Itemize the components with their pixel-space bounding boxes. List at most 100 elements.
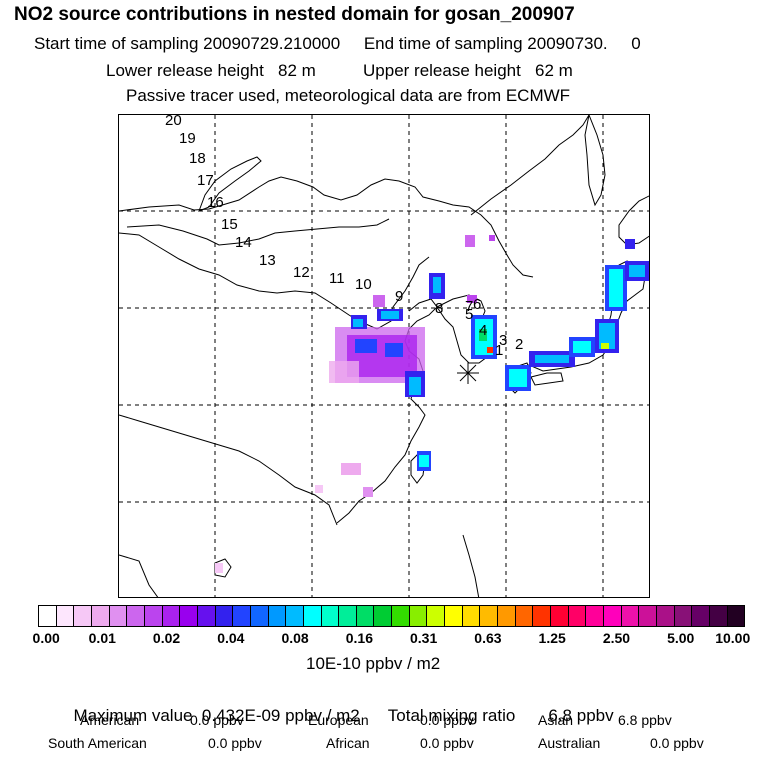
colorbar-ticks: 0.00 0.01 0.02 0.04 0.08 0.16 0.31 0.63 1.25 2.50… [0, 630, 768, 648]
japan-shikoku [530, 372, 564, 386]
traj-label-20: 20 [165, 115, 182, 129]
colorbar-tick-label: 0.63 [474, 630, 502, 646]
colorbar-tick-label: 10.00 [715, 630, 751, 646]
sakhalin [584, 115, 606, 207]
contribution-cell [467, 295, 477, 303]
contribution-cell [599, 323, 615, 349]
traj-label-4: 4 [479, 322, 487, 339]
contribution-cell [385, 343, 403, 357]
colorbar-segment [515, 606, 534, 626]
colorbar-tick-label: 0.31 [410, 630, 438, 646]
contribution-cell [353, 319, 363, 327]
colorbar-segment [692, 606, 710, 626]
colorbar-segment [727, 606, 745, 626]
hokkaido [618, 195, 649, 246]
colorbar-segment [162, 606, 181, 626]
traj-label-18: 18 [189, 150, 206, 167]
inner-border [126, 218, 390, 246]
traj-label-16: 16 [207, 194, 224, 211]
contribution-cell [465, 235, 475, 247]
colorbar-segment [39, 606, 57, 626]
traj-label-1: 1 [495, 342, 503, 359]
american-label: American [80, 712, 140, 728]
colorbar-segment [250, 606, 269, 626]
colorbar-segment [374, 606, 393, 626]
colorbar-segment [180, 606, 198, 626]
colorbar-segment [621, 606, 640, 626]
release-heights: Lower release height 82 m Upper release … [106, 61, 573, 80]
colorbar-segment [144, 606, 163, 626]
colorbar-segment [639, 606, 657, 626]
european-label: European [308, 712, 369, 728]
contribution-cell [419, 455, 429, 467]
traj-label-14: 14 [235, 234, 252, 251]
traj-label-8: 8 [435, 300, 443, 317]
asian-value: 6.8 ppbv [618, 712, 672, 728]
indochina [119, 554, 159, 597]
traj-label-6: 6 [473, 296, 481, 313]
total-mixing-ratio: Total mixing ratio 6.8 ppbv [387, 706, 614, 725]
receptor-asterisk-icon [457, 362, 479, 384]
traj-label-2: 2 [515, 336, 523, 353]
map-panel: 20 19 18 17 16 15 14 13 12 11 10 9 8 7 6… [118, 114, 650, 598]
colorbar-tick-label: 2.50 [602, 630, 631, 646]
contribution-cell [381, 311, 399, 319]
sampling-times: Start time of sampling 20090729.210000 E… [34, 34, 641, 53]
colorbar [38, 605, 745, 627]
colorbar-segment [568, 606, 587, 626]
colorbar-segment [268, 606, 287, 626]
contribution-cell [215, 563, 223, 573]
colorbar-segment [674, 606, 693, 626]
contribution-cell [625, 239, 635, 249]
colorbar-tick-label: 0.16 [345, 630, 373, 646]
colorbar-tick-label: 0.00 [32, 630, 60, 646]
colorbar-segment [462, 606, 481, 626]
colorbar-tick-label: 0.01 [88, 630, 116, 646]
map-svg: 20 19 18 17 16 15 14 13 12 11 10 9 8 7 6… [119, 115, 649, 597]
traj-label-9: 9 [395, 288, 403, 305]
contribution-cell [433, 277, 441, 293]
south-china-coast [119, 414, 338, 526]
colorbar-segment [339, 606, 357, 626]
traj-label-10: 10 [355, 276, 372, 293]
summary-max-total: Maximum value 0.432E-09 ppbv / m2 Total m… [64, 686, 614, 726]
japan-cluster [505, 239, 649, 391]
plot-title: NO2 source contributions in nested domai… [14, 4, 575, 25]
mongolia-border [119, 176, 534, 278]
african-value: 0.0 ppbv [420, 735, 474, 751]
traj-label-5: 5 [465, 306, 473, 323]
colorbar-segment [709, 606, 728, 626]
traj-label-13: 13 [259, 252, 276, 269]
contribution-cell [363, 487, 373, 497]
colorbar-segment [498, 606, 516, 626]
traj-label-19: 19 [179, 130, 196, 147]
colorbar-segment [445, 606, 463, 626]
colorbar-segment [197, 606, 216, 626]
contribution-cell [355, 339, 377, 353]
colorbar-segment [604, 606, 622, 626]
baikal-lake [198, 156, 262, 212]
european-value: 0.0 ppbv [420, 712, 474, 728]
philippines [462, 534, 480, 597]
contribution-cell [479, 329, 487, 341]
asian-label: Asian [538, 712, 574, 728]
korea-cluster [429, 235, 497, 359]
colorbar-segment [551, 606, 569, 626]
colorbar-segment [74, 606, 92, 626]
australian-label: Australian [538, 735, 601, 751]
colorbar-segment [215, 606, 234, 626]
contribution-field [215, 235, 649, 573]
colorbar-tick-label: 0.02 [152, 630, 181, 646]
colorbar-segment [356, 606, 375, 626]
contribution-cell [535, 355, 569, 363]
map-grid [119, 115, 649, 597]
contribution-cell [573, 341, 591, 353]
colorbar-segment [286, 606, 304, 626]
traj-label-7: 7 [465, 298, 473, 315]
contribution-cell [487, 347, 493, 353]
traj-label-17: 17 [197, 172, 214, 189]
colorbar-segment [533, 606, 552, 626]
north-china-plain-cluster [329, 295, 425, 397]
colorbar-tick-label: 0.08 [281, 630, 309, 646]
contribution-cell [629, 265, 645, 277]
